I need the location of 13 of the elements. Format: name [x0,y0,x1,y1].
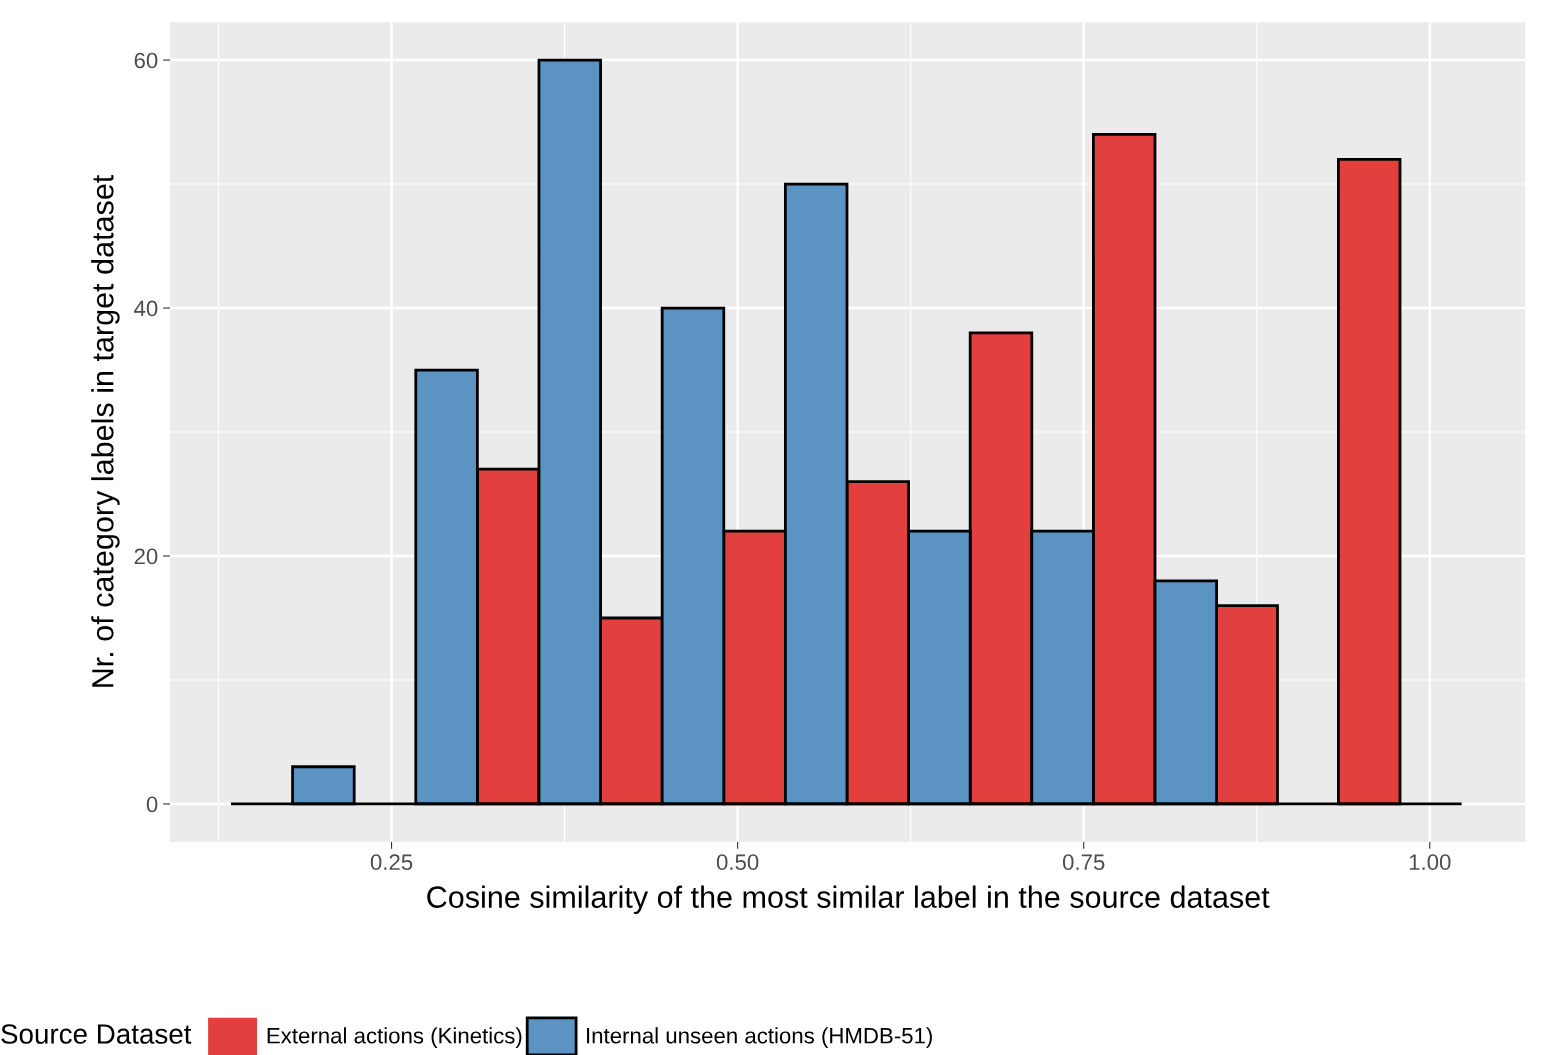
legend-label: Internal unseen actions (HMDB-51) [587,1027,932,1048]
x-tick-label: 0.75 [1062,854,1105,871]
x-axis-title: Cosine similarity of the most similar label in the source dataset [427,885,1270,915]
y-tick-label: 0 [146,796,158,813]
legend-title: Source Dataset [1,1024,192,1044]
x-tick-label: 1.00 [1409,854,1451,871]
y-axis-title: Nr. of category labels in target dataset [91,174,120,687]
x-tick-label: 0.50 [716,854,759,871]
y-tick-label: 40 [134,300,158,317]
y-tick-label: 20 [134,548,158,565]
x-tick-label: 0.25 [370,854,413,871]
y-tick-label: 60 [134,52,158,69]
legend-label: External actions (Kinetics) [267,1027,522,1048]
